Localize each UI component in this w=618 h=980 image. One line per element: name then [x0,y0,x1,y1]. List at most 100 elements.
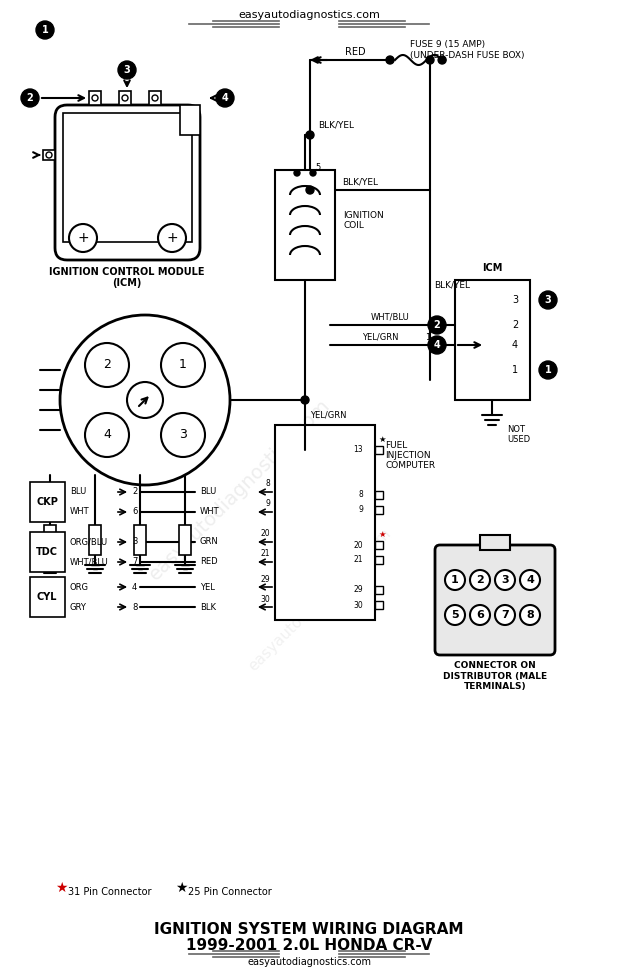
Circle shape [85,343,129,387]
Text: (UNDER-DASH FUSE BOX): (UNDER-DASH FUSE BOX) [410,52,525,61]
Text: IGNITION SYSTEM WIRING DIAGRAM: IGNITION SYSTEM WIRING DIAGRAM [154,922,464,938]
Text: 4: 4 [222,93,229,103]
Bar [375,541,383,549]
Text: USED: USED [507,435,530,445]
Text: 1999-2001 2.0L HONDA CR-V: 1999-2001 2.0L HONDA CR-V [186,938,432,953]
Text: BLK: BLK [200,603,216,612]
Text: FUSE 9 (15 AMP): FUSE 9 (15 AMP) [410,40,485,50]
Circle shape [539,361,557,379]
Text: (ICM): (ICM) [112,278,142,288]
Circle shape [301,396,309,404]
Circle shape [60,315,230,485]
Text: 29: 29 [353,585,363,595]
Circle shape [520,570,540,590]
Text: 9: 9 [265,500,270,509]
Text: 31 Pin Connector: 31 Pin Connector [68,887,151,897]
Circle shape [161,343,205,387]
Circle shape [306,131,314,139]
Bar [375,556,383,564]
Text: 8: 8 [265,479,270,488]
Text: TDC: TDC [36,547,58,557]
Text: 2: 2 [434,320,441,330]
Text: 29: 29 [260,574,270,583]
Circle shape [445,605,465,625]
Bar [149,91,161,105]
Text: RED: RED [345,47,365,57]
Circle shape [310,170,316,176]
Text: 1: 1 [544,365,551,375]
Text: ORG: ORG [70,582,89,592]
Text: ★: ★ [175,881,187,895]
Text: 8: 8 [526,610,534,620]
Text: 3: 3 [132,537,137,547]
Bar [455,280,530,400]
Circle shape [216,89,234,107]
Text: easyautodiagnostics.com: easyautodiagnostics.com [247,957,371,967]
Bar [375,586,383,594]
Text: RED: RED [200,558,218,566]
Text: 8: 8 [358,491,363,500]
Text: 3: 3 [512,295,518,305]
Text: 1: 1 [451,575,459,585]
Text: easyautodiagnostics.com: easyautodiagnostics.com [238,10,380,20]
Text: BLU: BLU [70,487,87,497]
Text: BLK/YEL: BLK/YEL [434,280,470,289]
Text: CYL: CYL [36,592,57,602]
Circle shape [294,170,300,176]
FancyBboxPatch shape [435,545,555,655]
Circle shape [69,224,97,252]
Text: 3: 3 [124,65,130,75]
Text: easyautodiagnostics.com: easyautodiagnostics.com [246,526,394,674]
Text: IGNITION: IGNITION [343,211,384,220]
Text: CKP: CKP [36,497,58,507]
Text: ★: ★ [55,881,67,895]
Circle shape [152,95,158,101]
Circle shape [428,316,446,334]
Text: 2: 2 [27,93,33,103]
Text: 1: 1 [512,365,518,375]
Text: 2: 2 [132,487,137,497]
Circle shape [21,89,39,107]
Text: 20: 20 [353,541,363,550]
Text: WHT: WHT [200,508,219,516]
Text: WHT/BLU: WHT/BLU [70,558,109,566]
Text: 20: 20 [260,529,270,538]
Circle shape [495,605,515,625]
Bar [30,532,65,572]
Text: 1: 1 [425,332,430,341]
Circle shape [92,95,98,101]
Circle shape [46,152,52,158]
Circle shape [122,95,128,101]
Circle shape [539,291,557,309]
Text: 13: 13 [353,446,363,455]
Text: 3: 3 [544,295,551,305]
Bar [375,601,383,609]
Circle shape [161,413,205,457]
Bar [30,482,65,522]
FancyBboxPatch shape [55,105,200,260]
Circle shape [470,605,490,625]
Bar [375,491,383,499]
Text: DISTRIBUTOR (MALE: DISTRIBUTOR (MALE [443,671,547,680]
Text: 4: 4 [526,575,534,585]
Text: 6: 6 [132,508,137,516]
Text: GRN: GRN [200,537,219,547]
Circle shape [428,336,446,354]
Text: BLK/YEL: BLK/YEL [318,121,354,129]
Text: 7: 7 [132,558,137,566]
Circle shape [122,95,128,101]
Text: NOT: NOT [507,425,525,434]
Text: 2: 2 [103,359,111,371]
Text: +: + [166,231,178,245]
Text: 7: 7 [501,610,509,620]
Circle shape [520,605,540,625]
Bar [43,150,55,160]
Text: 2: 2 [476,575,484,585]
Circle shape [495,570,515,590]
Text: ICM: ICM [482,263,502,273]
Text: 4: 4 [434,340,441,350]
Text: ★: ★ [378,530,386,539]
Text: 25 Pin Connector: 25 Pin Connector [188,887,272,897]
Text: YEL: YEL [200,582,215,592]
Circle shape [85,413,129,457]
